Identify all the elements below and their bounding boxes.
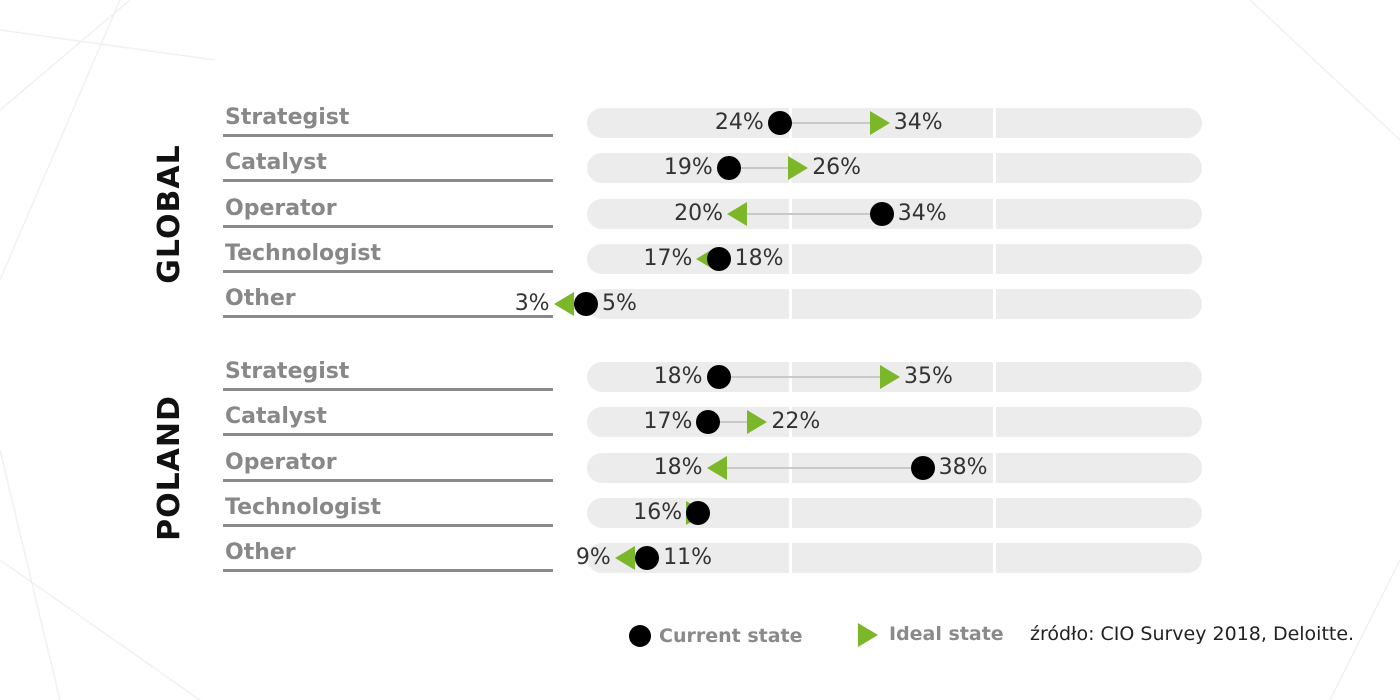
ideal-marker-global-catalyst	[788, 156, 809, 181]
row-track-global-strategist	[587, 108, 1202, 138]
category-label-global-other: Other	[223, 286, 553, 319]
grid-line	[789, 289, 792, 320]
grid-line	[993, 289, 996, 320]
value-label-left-global-catalyst: 19%	[663, 155, 713, 181]
ideal-marker-poland-operator	[706, 455, 727, 480]
value-label-left-global-technologist: 17%	[643, 245, 693, 271]
legend-current-label: Current state	[659, 625, 803, 647]
grid-line	[993, 108, 996, 138]
category-label-poland-technologist: Technologist	[223, 495, 553, 527]
ideal-marker-poland-catalyst	[747, 410, 768, 435]
category-label-global-technologist: Technologist	[223, 241, 553, 273]
ideal-marker-poland-strategist	[880, 365, 900, 389]
value-label-right-global-catalyst: 26%	[812, 155, 862, 181]
value-label-left-poland-catalyst: 17%	[643, 409, 693, 435]
connector-line-poland-operator	[718, 466, 923, 469]
grid-line	[789, 543, 792, 574]
legend-current-dot	[629, 625, 651, 647]
grid-line	[993, 243, 996, 274]
row-track-global-technologist	[587, 243, 1202, 274]
category-label-global-operator: Operator	[223, 196, 553, 228]
value-label-left-poland-other: 9%	[575, 545, 611, 571]
grid-line	[789, 407, 792, 438]
value-label-right-poland-catalyst: 22%	[771, 409, 821, 435]
current-marker-global-catalyst	[716, 156, 741, 181]
current-marker-global-other	[574, 292, 598, 317]
row-track-poland-other	[587, 543, 1202, 574]
source-note: źródło: CIO Survey 2018, Deloitte.	[1030, 623, 1355, 645]
row-track-global-operator	[587, 198, 1202, 229]
row-track-poland-catalyst	[587, 407, 1202, 438]
connector-line-global-strategist	[779, 122, 882, 124]
legend-ideal-triangle	[858, 623, 878, 647]
current-marker-poland-technologist	[686, 500, 711, 525]
value-label-left-global-strategist: 24%	[714, 110, 764, 135]
value-label-right-global-operator: 34%	[897, 200, 947, 226]
grid-line	[993, 362, 996, 392]
row-track-global-catalyst	[587, 153, 1202, 184]
value-label-left-poland-technologist: 16%	[633, 499, 683, 525]
category-label-global-strategist: Strategist	[223, 105, 553, 137]
ideal-marker-poland-other	[614, 546, 635, 571]
current-marker-global-technologist	[706, 246, 731, 271]
current-marker-poland-catalyst	[696, 410, 721, 435]
current-marker-poland-operator	[910, 455, 935, 480]
value-label-left-poland-operator: 18%	[653, 454, 703, 480]
value-label-right-global-strategist: 34%	[893, 110, 943, 135]
grid-line	[993, 407, 996, 438]
category-label-poland-other: Other	[223, 540, 553, 573]
category-label-poland-strategist: Strategist	[223, 359, 553, 391]
value-label-left-global-operator: 20%	[674, 200, 723, 226]
grid-line	[789, 497, 792, 528]
ideal-marker-global-other	[553, 292, 574, 317]
category-label-global-catalyst: Catalyst	[223, 150, 553, 183]
value-label-left-poland-strategist: 18%	[653, 364, 703, 389]
value-label-right-global-technologist: 18%	[734, 245, 784, 271]
grid-line	[789, 243, 792, 274]
value-label-right-poland-operator: 38%	[938, 454, 988, 480]
category-label-poland-operator: Operator	[223, 450, 553, 482]
connector-line-poland-strategist	[718, 376, 892, 378]
connector-line-global-catalyst	[728, 167, 801, 170]
value-label-right-global-other: 5%	[602, 291, 637, 317]
grid-line	[993, 452, 996, 483]
legend-ideal-label: Ideal state	[889, 623, 1004, 645]
current-marker-global-strategist	[767, 111, 792, 135]
current-marker-global-operator	[869, 201, 894, 226]
value-label-right-poland-other: 11%	[663, 545, 713, 571]
ideal-marker-global-strategist	[869, 111, 890, 135]
connector-line-poland-catalyst	[708, 421, 760, 424]
ideal-marker-global-operator	[727, 201, 747, 226]
group-label-poland: POLAND	[152, 394, 187, 541]
category-label-poland-catalyst: Catalyst	[223, 404, 553, 437]
grid-line	[993, 153, 996, 184]
value-label-right-poland-strategist: 35%	[904, 364, 953, 389]
grid-line	[993, 198, 996, 229]
group-label-global: GLOBAL	[152, 143, 187, 284]
row-track-global-other	[587, 289, 1202, 320]
connector-line-global-operator	[739, 212, 882, 215]
grid-line	[993, 543, 996, 574]
current-marker-poland-other	[635, 546, 660, 571]
grid-line	[993, 497, 996, 528]
value-label-left-global-other: 3%	[514, 291, 550, 317]
current-marker-poland-strategist	[706, 365, 731, 389]
